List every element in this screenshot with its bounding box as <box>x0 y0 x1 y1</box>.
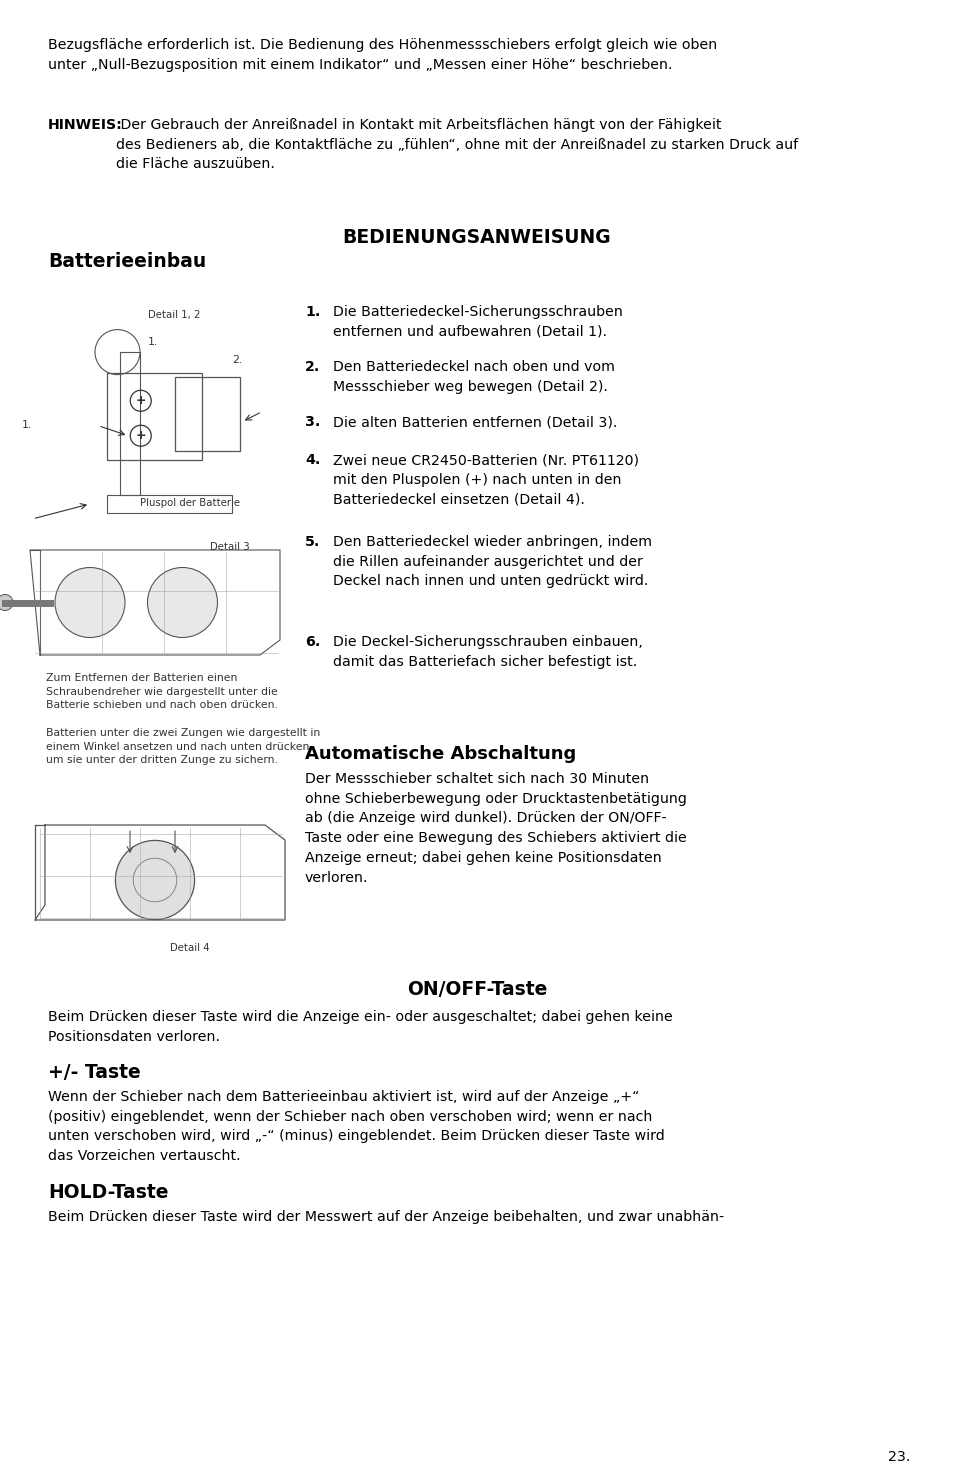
Circle shape <box>115 841 194 919</box>
Text: 4.: 4. <box>305 453 320 468</box>
Bar <box>108 494 233 513</box>
Text: Batterien unter die zwei Zungen wie dargestellt in
einem Winkel ansetzen und nac: Batterien unter die zwei Zungen wie darg… <box>46 729 320 766</box>
Text: +: + <box>135 429 146 442</box>
Text: 1.: 1. <box>148 336 158 347</box>
Circle shape <box>55 568 125 637</box>
Text: 2.: 2. <box>232 355 242 364</box>
Text: HINWEIS:: HINWEIS: <box>48 118 123 131</box>
Text: 23.: 23. <box>886 1450 909 1465</box>
Text: 6.: 6. <box>305 636 320 649</box>
Circle shape <box>0 594 13 611</box>
Text: Die alten Batterien entfernen (Detail 3).: Die alten Batterien entfernen (Detail 3)… <box>333 414 617 429</box>
Text: Zwei neue CR2450-Batterien (Nr. PT61120)
mit den Pluspolen (+) nach unten in den: Zwei neue CR2450-Batterien (Nr. PT61120)… <box>333 453 639 506</box>
Bar <box>108 373 202 460</box>
Text: 2.: 2. <box>305 360 320 375</box>
Text: Die Batteriedeckel-Sicherungsschrauben
entfernen und aufbewahren (Detail 1).: Die Batteriedeckel-Sicherungsschrauben e… <box>333 305 622 339</box>
Text: Beim Drücken dieser Taste wird die Anzeige ein- oder ausgeschaltet; dabei gehen : Beim Drücken dieser Taste wird die Anzei… <box>48 1010 672 1044</box>
Text: Bezugsfläche erforderlich ist. Die Bedienung des Höhenmessschiebers erfolgt glei: Bezugsfläche erforderlich ist. Die Bedie… <box>48 38 717 72</box>
Text: Detail 4: Detail 4 <box>170 943 210 953</box>
Bar <box>120 353 140 494</box>
Text: HOLD-Taste: HOLD-Taste <box>48 1183 169 1202</box>
Text: ON/OFF-Taste: ON/OFF-Taste <box>406 979 547 999</box>
Text: Der Gebrauch der Anreißnadel in Kontakt mit Arbeitsflächen hängt von der Fähigke: Der Gebrauch der Anreißnadel in Kontakt … <box>116 118 798 171</box>
Bar <box>174 378 240 451</box>
Text: Zum Entfernen der Batterien einen
Schraubendreher wie dargestellt unter die
Batt: Zum Entfernen der Batterien einen Schrau… <box>46 673 277 709</box>
Text: Beim Drücken dieser Taste wird der Messwert auf der Anzeige beibehalten, und zwa: Beim Drücken dieser Taste wird der Messw… <box>48 1210 723 1224</box>
Text: 3.: 3. <box>305 414 320 429</box>
Text: Detail 3: Detail 3 <box>210 541 250 552</box>
Text: 5.: 5. <box>305 535 320 549</box>
Text: +/- Taste: +/- Taste <box>48 1063 141 1083</box>
Text: Detail 1, 2: Detail 1, 2 <box>148 310 200 320</box>
Text: Den Batteriedeckel nach oben und vom
Messschieber weg bewegen (Detail 2).: Den Batteriedeckel nach oben und vom Mes… <box>333 360 615 394</box>
Text: Wenn der Schieber nach dem Batterieeinbau aktiviert ist, wird auf der Anzeige „+: Wenn der Schieber nach dem Batterieeinba… <box>48 1090 664 1164</box>
Text: Pluspol der Batterie: Pluspol der Batterie <box>140 499 240 507</box>
Text: Batterieeinbau: Batterieeinbau <box>48 252 206 271</box>
Text: Automatische Abschaltung: Automatische Abschaltung <box>305 745 576 763</box>
Text: +: + <box>135 394 146 407</box>
Text: Der Messschieber schaltet sich nach 30 Minuten
ohne Schieberbewegung oder Druckt: Der Messschieber schaltet sich nach 30 M… <box>305 771 686 885</box>
Text: BEDIENUNGSANWEISUNG: BEDIENUNGSANWEISUNG <box>342 229 611 246</box>
Text: Den Batteriedeckel wieder anbringen, indem
die Rillen aufeinander ausgerichtet u: Den Batteriedeckel wieder anbringen, ind… <box>333 535 651 589</box>
Text: 1.: 1. <box>22 420 32 431</box>
Text: 1.: 1. <box>305 305 320 319</box>
Circle shape <box>148 568 217 637</box>
Text: Die Deckel-Sicherungsschrauben einbauen,
damit das Batteriefach sicher befestigt: Die Deckel-Sicherungsschrauben einbauen,… <box>333 636 642 668</box>
